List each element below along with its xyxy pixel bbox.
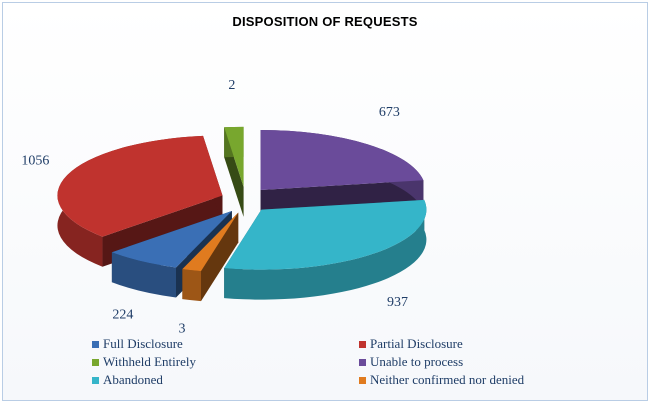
data-label-full-disclosure: 224: [112, 307, 133, 322]
legend-swatch: [359, 340, 366, 348]
legend-swatch: [92, 340, 99, 348]
legend-label: Withheld Entirely: [103, 354, 196, 369]
legend-label: Full Disclosure: [103, 336, 183, 351]
pie-slice-abandoned: [224, 199, 427, 300]
legend-item-neither-confirmed-nor-denied: Neither confirmed nor denied: [359, 372, 524, 388]
pie-slice-neither-confirmed-nor-denied: [182, 212, 239, 302]
legend-item-abandoned: Abandoned: [92, 372, 163, 388]
legend-item-partial-disclosure: Partial Disclosure: [359, 336, 463, 352]
legend-label: Neither confirmed nor denied: [370, 372, 525, 387]
legend-swatch: [92, 376, 99, 384]
legend-item-withheld-entirely: Withheld Entirely: [92, 354, 196, 370]
legend-swatch: [359, 358, 366, 366]
data-label-neither-confirmed-nor-denied: 3: [179, 322, 186, 337]
data-label-unable-to-process: 673: [379, 105, 400, 120]
data-label-abandoned: 937: [387, 295, 408, 310]
legend-label: Partial Disclosure: [370, 336, 463, 351]
legend-label: Unable to process: [370, 354, 464, 369]
pie-slice-withheld-entirely: [224, 126, 244, 217]
legend-label: Abandoned: [103, 372, 163, 387]
chart-title: DISPOSITION OF REQUESTS: [232, 14, 418, 29]
data-label-withheld-entirely: 2: [228, 78, 235, 93]
legend-swatch: [92, 358, 99, 366]
legend-swatch: [359, 376, 366, 384]
data-label-partial-disclosure: 1056: [21, 154, 49, 169]
legend-item-full-disclosure: Full Disclosure: [92, 336, 183, 352]
legend-item-unable-to-process: Unable to process: [359, 354, 463, 370]
